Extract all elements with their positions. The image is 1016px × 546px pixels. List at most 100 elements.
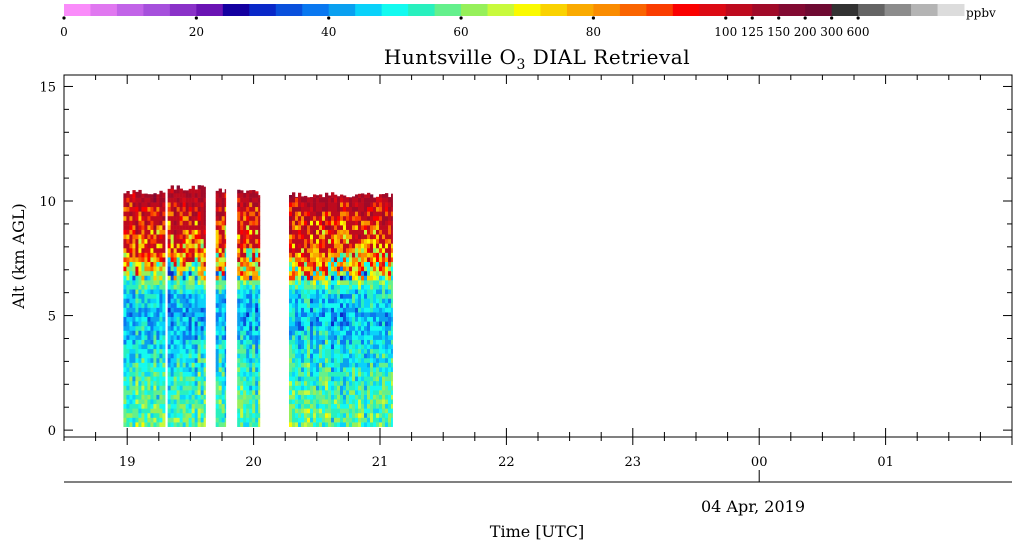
- heatmap-cell: [363, 238, 368, 244]
- heatmap-cell: [138, 394, 142, 400]
- heatmap-cell: [194, 348, 198, 354]
- heatmap-cell: [306, 357, 311, 363]
- heatmap-cell: [185, 257, 189, 263]
- heatmap-cell: [246, 211, 250, 217]
- heatmap-cell: [147, 312, 151, 318]
- heatmap-cell: [156, 357, 160, 363]
- heatmap-cell: [306, 330, 311, 336]
- heatmap-cell: [315, 225, 320, 230]
- heatmap-cell: [318, 307, 323, 313]
- heatmap-cell: [203, 394, 206, 400]
- heatmap-cell: [243, 243, 247, 249]
- heatmap-cell: [194, 353, 198, 359]
- heatmap-cell: [378, 206, 383, 212]
- heatmap-cell: [354, 417, 359, 423]
- heatmap-cell: [327, 376, 332, 382]
- heatmap-cell: [348, 385, 353, 391]
- heatmap-cell: [372, 399, 377, 405]
- heatmap-cell: [348, 380, 353, 386]
- heatmap-cell: [218, 417, 222, 423]
- heatmap-cell: [288, 422, 293, 427]
- heatmap-cell: [318, 330, 323, 336]
- heatmap-cell: [342, 399, 347, 405]
- heatmap-cell: [147, 197, 151, 203]
- heatmap-cell: [315, 403, 320, 409]
- heatmap-cell: [191, 408, 195, 414]
- heatmap-cell: [132, 371, 136, 377]
- heatmap-cell: [150, 330, 154, 336]
- heatmap-cell: [258, 234, 261, 240]
- heatmap-cell: [387, 252, 392, 258]
- heatmap-cell: [167, 335, 171, 340]
- heatmap-cell: [191, 215, 195, 221]
- heatmap-cell: [179, 353, 183, 359]
- heatmap-cell: [123, 335, 127, 340]
- heatmap-cell: [224, 243, 227, 249]
- heatmap-cell: [369, 408, 374, 414]
- heatmap-cell: [324, 234, 329, 240]
- heatmap-cell: [351, 266, 356, 272]
- heatmap-cell: [312, 312, 317, 318]
- heatmap-cell: [375, 234, 380, 240]
- heatmap-cell: [135, 390, 139, 395]
- heatmap-cell: [162, 321, 166, 327]
- heatmap-cell: [141, 247, 145, 253]
- heatmap-cell: [342, 298, 347, 304]
- heatmap-cell: [297, 312, 302, 318]
- heatmap-cell: [369, 266, 374, 272]
- heatmap-cell: [333, 412, 338, 418]
- heatmap-cell: [381, 417, 386, 423]
- heatmap-cell: [153, 202, 157, 208]
- heatmap-cell: [176, 192, 180, 198]
- heatmap-cell: [303, 330, 308, 336]
- heatmap-cell: [240, 380, 244, 386]
- y-tick-label: 15: [39, 80, 56, 95]
- colorbar-segment: [911, 4, 939, 16]
- heatmap-cell: [366, 417, 371, 423]
- heatmap-cell: [384, 367, 389, 373]
- heatmap-cell: [318, 261, 323, 267]
- heatmap-cell: [300, 316, 305, 322]
- heatmap-cell: [132, 266, 136, 272]
- heatmap-cell: [360, 394, 365, 400]
- heatmap-cell: [147, 394, 151, 400]
- heatmap-cell: [300, 289, 305, 295]
- heatmap-cell: [185, 412, 189, 418]
- heatmap-cell: [297, 293, 302, 299]
- colorbar-tick-label: 40: [321, 25, 336, 39]
- heatmap-cell: [351, 380, 356, 386]
- heatmap-cell: [306, 280, 311, 285]
- heatmap-cell: [188, 229, 192, 235]
- heatmap-cell: [176, 385, 180, 391]
- heatmap-cell: [390, 293, 393, 299]
- heatmap-cell: [150, 220, 154, 226]
- heatmap-cell: [215, 220, 219, 226]
- heatmap-cell: [221, 376, 225, 382]
- heatmap-cell: [126, 316, 130, 322]
- heatmap-cell: [150, 412, 154, 418]
- heatmap-cell: [294, 408, 299, 414]
- heatmap-cell: [237, 399, 241, 405]
- heatmap-cell: [237, 344, 241, 350]
- heatmap-cell: [312, 367, 317, 373]
- heatmap-cell: [369, 197, 374, 203]
- heatmap-cell: [378, 194, 383, 198]
- heatmap-cell: [249, 394, 253, 400]
- heatmap-cell: [221, 362, 225, 368]
- heatmap-cell: [345, 266, 350, 272]
- heatmap-cell: [224, 192, 227, 198]
- heatmap-cell: [249, 302, 253, 308]
- heatmap-cell: [240, 252, 244, 258]
- heatmap-cell: [123, 202, 127, 208]
- heatmap-cell: [312, 257, 317, 263]
- heatmap-cell: [173, 225, 177, 230]
- heatmap-cell: [144, 330, 148, 336]
- heatmap-cell: [132, 330, 136, 336]
- heatmap-cell: [159, 412, 163, 418]
- heatmap-cell: [194, 312, 198, 318]
- heatmap-cell: [339, 215, 344, 221]
- heatmap-cell: [126, 197, 130, 203]
- heatmap-cell: [345, 399, 350, 405]
- heatmap-cell: [351, 257, 356, 263]
- heatmap-cell: [170, 220, 174, 226]
